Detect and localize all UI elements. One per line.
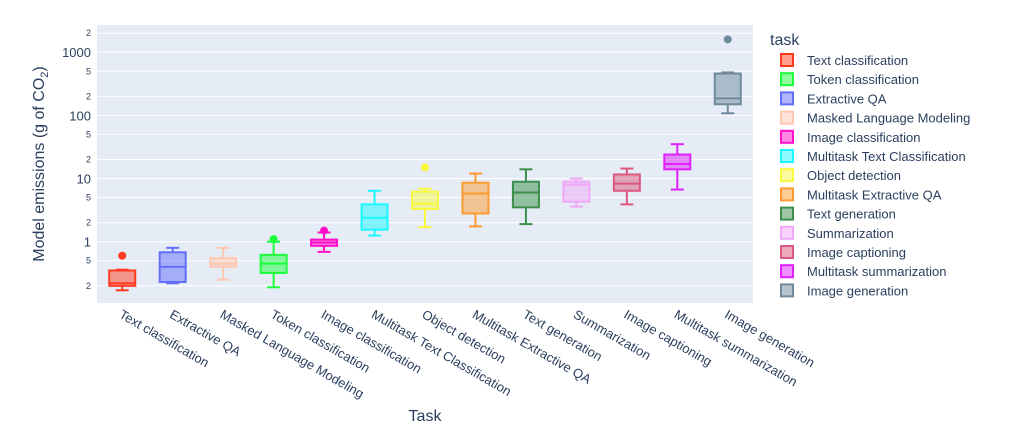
outlier-point — [723, 35, 732, 44]
legend-swatch — [780, 245, 794, 259]
boxes — [108, 35, 742, 292]
box-token-classification — [259, 235, 288, 289]
box-text-classification — [108, 251, 137, 292]
legend-label: Text classification — [807, 53, 908, 68]
legend-item[interactable]: Summarization — [780, 225, 894, 241]
legend-swatch — [780, 206, 794, 221]
legend-label: Masked Language Modeling — [807, 111, 970, 126]
x-axis-title: Task — [409, 408, 443, 425]
iqr-box — [411, 190, 439, 210]
legend-swatch — [780, 53, 794, 67]
legend-swatch — [780, 149, 794, 163]
legend-label: Image captioning — [807, 245, 906, 260]
x-tick-label: Image captioning — [621, 307, 714, 369]
y-tick-label: 5 — [86, 129, 91, 139]
outlier-point — [320, 226, 329, 235]
legend-item[interactable]: Image classification — [780, 129, 920, 145]
legend-swatch — [780, 129, 794, 144]
box-multitask-summarization — [663, 143, 692, 191]
box-multitask-extractive-qa — [461, 172, 490, 228]
legend-swatch — [780, 72, 794, 87]
legend-item[interactable]: Multitask summarization — [780, 264, 946, 279]
legend-item[interactable]: Multitask Text Classification — [780, 149, 966, 164]
box-masked-language-modeling — [209, 246, 238, 281]
legend-item[interactable]: Text classification — [780, 53, 908, 68]
legend-label: Image generation — [807, 283, 908, 298]
legend-swatch — [780, 168, 794, 183]
legend-label: Object detection — [807, 168, 901, 183]
iqr-box — [108, 269, 137, 287]
y-tick-label: 1000 — [62, 45, 91, 60]
legend-swatch — [780, 187, 794, 202]
legend: Text classification Token classification E… — [780, 53, 970, 298]
y-tick-label: 2 — [86, 91, 91, 101]
y-tick-label: 2 — [86, 281, 91, 291]
y-tick-label: 5 — [86, 193, 91, 203]
legend-swatch — [780, 225, 794, 240]
legend-item[interactable]: Masked Language Modeling — [780, 110, 970, 126]
outlier-point — [421, 163, 429, 172]
y-tick-label: 100 — [69, 108, 91, 123]
y-tick-label: 5 — [86, 256, 91, 266]
box-text-generation — [511, 168, 540, 226]
iqr-box — [461, 181, 490, 215]
box-summarization — [562, 177, 591, 208]
outlier-point — [269, 235, 278, 244]
outlier-point — [118, 251, 127, 260]
legend-item[interactable]: Text generation — [780, 206, 896, 222]
box-multitask-text-classification — [360, 189, 389, 237]
iqr-box — [562, 180, 591, 203]
legend-item[interactable]: Extractive QA — [780, 91, 887, 106]
y-tick-labels: 2 5 1 2 5 10 2 5 100 2 5 1000 2 — [62, 28, 91, 291]
legend-label: Summarization — [807, 226, 894, 241]
y-tick-label: 10 — [77, 172, 91, 187]
iqr-box — [663, 153, 692, 171]
box-image-captioning — [612, 167, 641, 206]
y-tick-label: 2 — [86, 155, 91, 165]
legend-swatch — [780, 91, 794, 106]
iqr-box — [713, 72, 742, 106]
legend-item[interactable]: Object detection — [780, 168, 901, 183]
legend-label: Extractive QA — [807, 91, 887, 106]
legend-label: Multitask Text Classification — [807, 149, 966, 164]
iqr-box — [612, 173, 641, 192]
legend-label: Multitask Extractive QA — [807, 187, 942, 202]
legend-swatch — [780, 264, 794, 279]
y-tick-label: 1 — [84, 235, 91, 250]
legend-title: task — [770, 32, 800, 49]
legend-label: Text generation — [807, 207, 896, 222]
y-axis-title: Model emissions (g of CO2) — [31, 66, 51, 262]
legend-item[interactable]: Multitask Extractive QA — [780, 187, 942, 202]
y-tick-label: 2 — [86, 28, 91, 38]
legend-label: Token classification — [807, 72, 919, 87]
legend-item[interactable]: Token classification — [780, 72, 919, 87]
box-image-classification — [310, 226, 339, 253]
legend-item[interactable]: Image generation — [780, 283, 908, 298]
box-extractive-qa — [158, 246, 187, 285]
iqr-box — [209, 257, 238, 268]
y-tick-label: 5 — [86, 66, 91, 76]
legend-item[interactable]: Image captioning — [780, 245, 906, 260]
legend-label: Image classification — [807, 130, 920, 145]
y-tick-label: 2 — [86, 218, 91, 228]
box-image-generation — [713, 35, 742, 115]
legend-label: Multitask summarization — [807, 264, 946, 279]
iqr-box — [511, 180, 540, 209]
box-object-detection — [411, 163, 439, 229]
legend-swatch — [780, 283, 794, 298]
x-tick-label: Text classification — [117, 307, 212, 371]
legend-swatch — [780, 110, 794, 125]
gridlines — [97, 32, 753, 287]
